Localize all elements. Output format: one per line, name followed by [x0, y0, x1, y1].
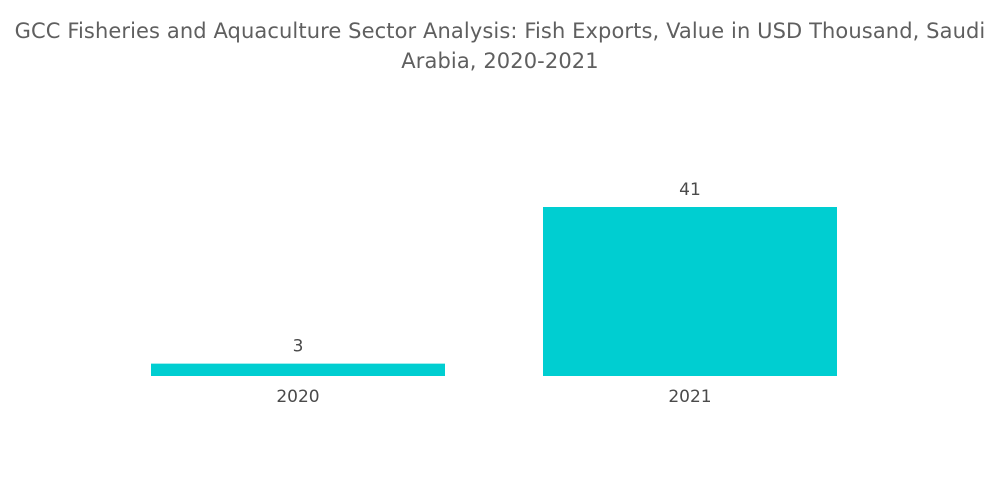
x-tick-labels-layer: 2020 2021: [276, 387, 711, 407]
x-tick-label-2021: 2021: [668, 387, 711, 407]
value-label-2021: 41: [679, 180, 701, 200]
bars-layer: [151, 207, 837, 376]
chart-title: GCC Fisheries and Aquaculture Sector Ana…: [14, 19, 986, 73]
bar-2020: [151, 363, 445, 376]
value-label-2020: 3: [293, 337, 304, 357]
value-labels-layer: 3 41: [293, 180, 701, 357]
bar-2021: [543, 207, 837, 376]
x-tick-label-2020: 2020: [276, 387, 319, 407]
